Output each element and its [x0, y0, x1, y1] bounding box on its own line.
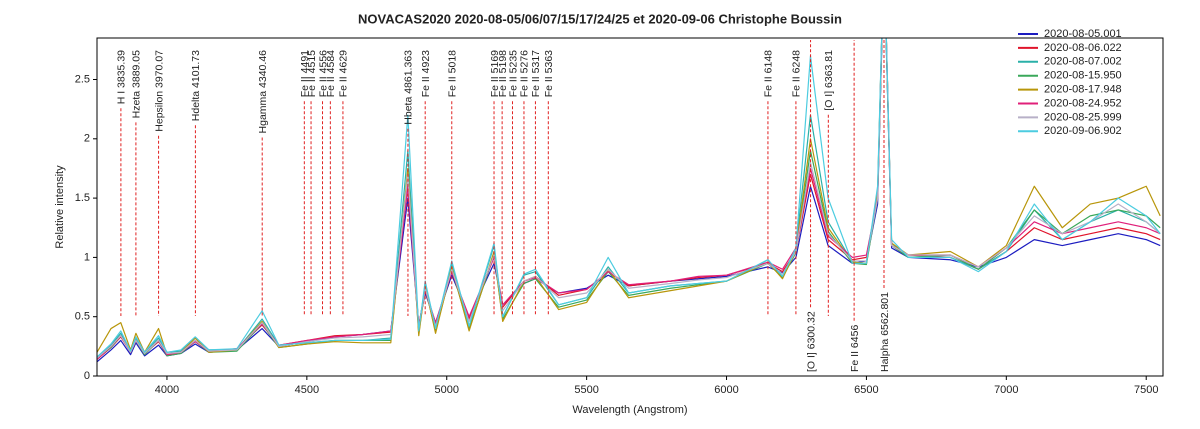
x-tick-label: 6000 [714, 384, 738, 396]
line-id-label: Fe II 5169 [489, 50, 501, 97]
y-tick-label: 0 [84, 370, 90, 382]
x-tick-label: 6500 [854, 384, 878, 396]
y-tick-label: 2.5 [75, 73, 90, 85]
line-id-label: Fe II 4923 [420, 50, 432, 97]
line-id-label: Hdelta 4101.73 [190, 50, 202, 121]
legend-label: 2020-08-05.001 [1044, 28, 1122, 40]
x-tick-label: 4500 [295, 384, 319, 396]
legend-label: 2020-08-17.948 [1044, 84, 1122, 96]
line-id-label: Halpha 6562.801 [879, 292, 891, 372]
line-id-label: Fe II 4629 [338, 50, 350, 97]
line-id-label: Hepsilon 3970.07 [153, 50, 165, 132]
line-id-label: Fe II 4584 [325, 50, 337, 97]
line-id-label: Fe II 4515 [306, 50, 318, 97]
y-tick-label: 1 [84, 251, 90, 263]
line-id-label: Fe II 4491 [299, 50, 311, 97]
line-id-label: [O I] 6363.81 [823, 50, 835, 111]
y-tick-label: 1.5 [75, 192, 90, 204]
x-tick-label: 5500 [574, 384, 598, 396]
x-axis-title: Wavelength (Angstrom) [572, 404, 687, 416]
legend-label: 2020-08-15.950 [1044, 70, 1122, 82]
line-id-label: Hbeta 4861.363 [403, 50, 415, 125]
y-tick-label: 2 [84, 133, 90, 145]
annotations: H I 3835.39 Hzeta 3889.05 Hepsilon 3970.07… [116, 40, 891, 372]
line-id-label: Hgamma 4340.46 [257, 50, 269, 134]
line-id-label: H I 3835.39 [116, 50, 128, 104]
y-tick-label: 0.5 [75, 311, 90, 323]
x-tick-label: 5000 [434, 384, 458, 396]
line-id-label: [O I] 6300.32 [805, 311, 817, 372]
line-id-label: Hzeta 3889.05 [131, 50, 143, 118]
y-axis-title: Relative intensity [54, 165, 66, 249]
x-tick-label: 7000 [994, 384, 1018, 396]
plot-frame [96, 37, 1164, 377]
line-id-label: Fe II 6456 [849, 325, 861, 372]
legend-label: 2020-09-06.902 [1044, 125, 1122, 137]
line-id-label: Fe II 4556 [317, 50, 329, 97]
x-tick-label: 7500 [1134, 384, 1158, 396]
legend-label: 2020-08-24.952 [1044, 97, 1122, 109]
line-id-label: Fe II 6148 [763, 50, 775, 97]
legend-label: 2020-08-25.999 [1044, 111, 1122, 123]
line-id-label: Fe II 6248 [791, 50, 803, 97]
line-id-label: Fe II 5018 [447, 50, 459, 97]
line-id-label: Fe II 5317 [530, 50, 542, 97]
chart-title: NOVACAS2020 2020-08-05/06/07/15/17/24/25… [358, 11, 842, 26]
legend-label: 2020-08-07.002 [1044, 56, 1122, 68]
line-id-label: Fe II 5235 [507, 50, 519, 97]
x-tick-label: 4000 [155, 384, 179, 396]
legend-label: 2020-08-06.022 [1044, 42, 1122, 54]
line-id-label: Fe II 5198 [497, 50, 509, 97]
line-id-label: Fe II 5363 [543, 50, 555, 97]
line-id-label: Fe II 5276 [519, 50, 531, 97]
